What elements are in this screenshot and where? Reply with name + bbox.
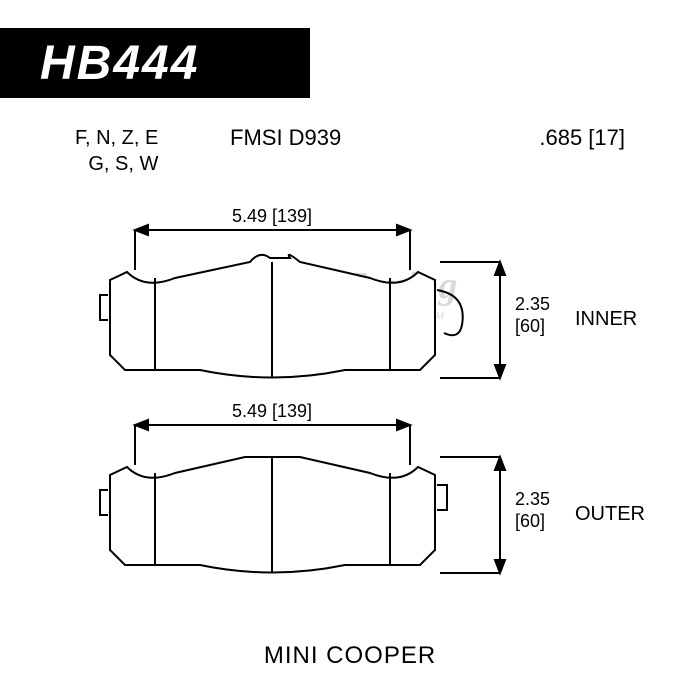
thickness-value: .685 [17] [539,125,625,151]
inner-height-mm: [60] [515,316,545,336]
inner-height: 2.35 [515,294,550,314]
part-number: HB444 [40,36,199,91]
inner-width: 5.49 [139] [232,206,312,226]
vehicle-name: MINI COOPER [0,642,700,670]
outer-height: 2.35 [515,489,550,509]
codes-line1: F, N, Z, E [75,125,158,151]
inner-label: INNER [575,308,637,330]
outer-height-mm: [60] [515,511,545,531]
part-header: HB444 [0,28,310,98]
compound-codes: F, N, Z, E G, S, W [75,125,158,177]
outer-width: 5.49 [139] [232,401,312,421]
pad-drawing: 5.49 [139] 2.35 [60] INNER 5.49 [139] [0,200,700,620]
fmsi-code: FMSI D939 [230,125,341,151]
codes-line2: G, S, W [75,151,158,177]
outer-label: OUTER [575,503,645,525]
